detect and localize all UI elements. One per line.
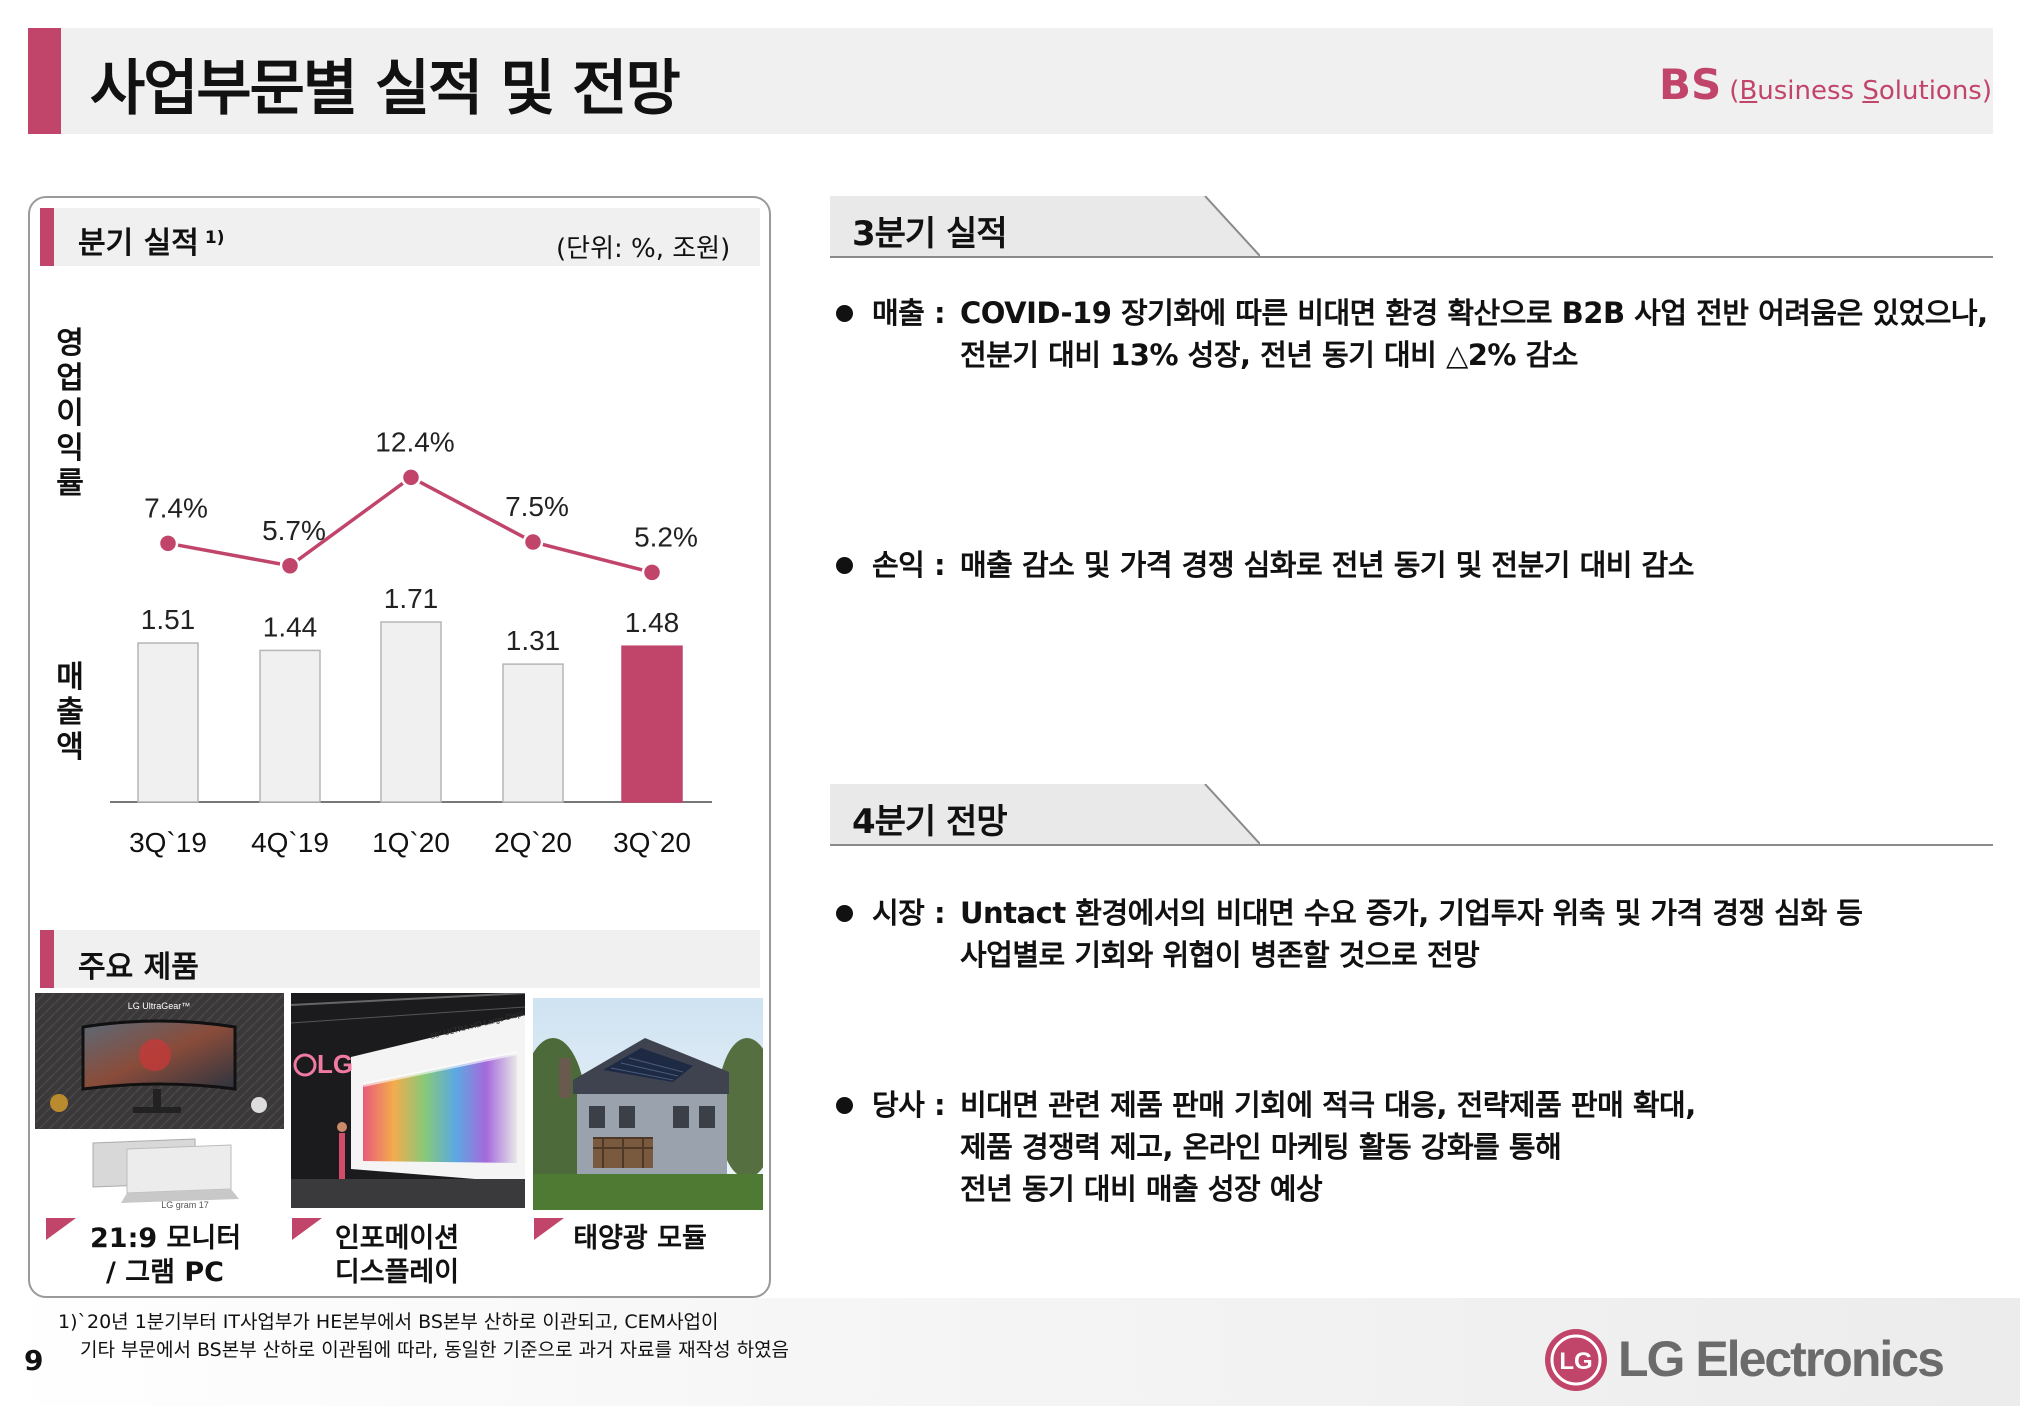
footnote-line: 기타 부문에서 BS본부 산하로 이관됨에 따라, 동일한 기준으로 과거 자료…	[80, 1339, 790, 1361]
margin-data-label: 7.4%	[144, 492, 208, 523]
product-name-display: 인포메이션 디스플레이	[334, 1223, 460, 1288]
tab-q4-outlook: 4분기 전망	[830, 784, 1260, 846]
product-marker-2	[292, 1218, 322, 1240]
division-label: BS (Business Solutions)	[1659, 60, 1992, 109]
q4-outlook-title: 4분기 전망	[852, 802, 1008, 842]
products-section-title: 주요 제품	[78, 950, 199, 985]
brand-name: LG Electronics	[1618, 1331, 1945, 1387]
margin-data-label: 5.2%	[634, 521, 698, 552]
sales-data-label: 1.51	[141, 604, 196, 635]
margin-point	[522, 531, 544, 553]
margin-data-label: 5.7%	[262, 515, 326, 546]
margin-line	[167, 475, 653, 575]
quarterly-section-title: 분기 실적 1)	[78, 226, 225, 261]
bullet-head: 매출 :	[872, 296, 946, 330]
margin-data-label: 12.4%	[375, 426, 454, 457]
division-code: BS	[1659, 60, 1722, 109]
bullet-dot	[836, 1097, 853, 1114]
laptop-brand-text: LG gram 17	[161, 1200, 209, 1210]
sales-bar	[137, 642, 199, 803]
bullet-line: Untact 환경에서의 비대면 수요 증가, 기업투자 위축 및 가격 경쟁 …	[960, 896, 1863, 930]
footnote: 1)`20년 1분기부터 IT사업부가 HE본부에서 BS본부 산하로 이관되고…	[58, 1308, 789, 1364]
sales-bar	[259, 649, 321, 803]
bullet-head: 시장 :	[872, 896, 946, 930]
margin-point	[157, 533, 179, 554]
bullet-dot	[836, 905, 853, 922]
quarterly-chart: 1.51 3Q`19 1.44 4Q`19 1.71 1Q`20 1.31 2Q`20 1.48…	[110, 426, 712, 858]
footer-band	[0, 1298, 2020, 1406]
header-band	[28, 28, 1993, 134]
product-name-solar: 태양광 모듈	[573, 1223, 707, 1254]
sales-bar	[621, 645, 683, 803]
bullet-line: 제품 경쟁력 제고, 온라인 마케팅 활동 강화를 통해	[960, 1130, 1562, 1164]
margin-point	[400, 467, 422, 488]
category-tick-label: 3Q`19	[129, 827, 207, 858]
lg-logo-icon: LG	[1545, 1329, 1607, 1391]
bullet-dot	[836, 305, 853, 322]
bullet-line: 사업별로 기회와 위협이 병존할 것으로 전망	[960, 938, 1480, 972]
bullet-line: 전년 동기 대비 매출 성장 예상	[960, 1172, 1323, 1206]
margin-point	[279, 555, 301, 577]
bullet-head: 손익 :	[872, 548, 946, 582]
display-logo-text: LG	[317, 1049, 353, 1079]
products-section-accent	[40, 930, 54, 988]
q4-divider	[830, 844, 1993, 846]
product-marker-1	[46, 1218, 76, 1240]
margin-point	[641, 562, 663, 583]
q3-results-title: 3분기 실적	[852, 214, 1008, 254]
bullet-line: 전분기 대비 13% 성장, 전년 동기 대비 △2% 감소	[960, 338, 1578, 372]
category-tick-label: 1Q`20	[372, 827, 450, 858]
bullet-head: 당사 :	[872, 1088, 946, 1122]
category-tick-label: 3Q`20	[613, 827, 691, 858]
sales-data-label: 1.48	[625, 607, 680, 638]
q3-divider	[830, 256, 1993, 258]
sales-data-label: 1.71	[384, 583, 439, 614]
sales-bar	[380, 621, 442, 803]
products-section-band	[40, 930, 760, 988]
monitor-brand-text: LG UltraGear™	[128, 1001, 191, 1011]
division-full-name: (Business Solutions)	[1729, 76, 1992, 106]
solar-module-image	[533, 998, 763, 1210]
quarterly-section-band	[40, 208, 760, 266]
page-number: 9	[24, 1344, 44, 1377]
bullet-line: COVID-19 장기화에 따른 비대면 환경 확산으로 B2B 사업 전반 어…	[960, 296, 1988, 330]
monitor-laptop-image: LG UltraGear™ LG gram 17	[35, 993, 284, 1213]
sales-data-label: 1.44	[263, 611, 318, 642]
bullet-dot	[836, 557, 853, 574]
product-name-monitor: 21:9 모니터 / 그램 PC	[90, 1223, 242, 1288]
sales-bar	[502, 663, 564, 803]
quarterly-section-accent	[40, 208, 54, 266]
bullet-line: 비대면 관련 제품 판매 기회에 적극 대응, 전략제품 판매 확대,	[960, 1088, 1696, 1122]
page-title: 사업부문별 실적 및 전망	[90, 54, 681, 124]
margin-data-label: 7.5%	[505, 491, 569, 522]
sales-data-label: 1.31	[506, 625, 561, 656]
footnote-line: 1)`20년 1분기부터 IT사업부가 HE본부에서 BS본부 산하로 이관되고…	[58, 1311, 719, 1333]
information-display-image: 86" ULTRA HD Large Display LG	[291, 993, 525, 1208]
bullet-line: 매출 감소 및 가격 경쟁 심화로 전년 동기 및 전분기 대비 감소	[960, 548, 1694, 582]
tab-q3-results: 3분기 실적	[830, 196, 1260, 258]
category-tick-label: 2Q`20	[494, 827, 572, 858]
header-accent	[28, 28, 61, 134]
unit-label: (단위: %, 조원)	[556, 234, 731, 264]
category-tick-label: 4Q`19	[251, 827, 329, 858]
lg-logo-mark: LG	[1559, 1348, 1592, 1375]
product-marker-3	[534, 1218, 564, 1240]
